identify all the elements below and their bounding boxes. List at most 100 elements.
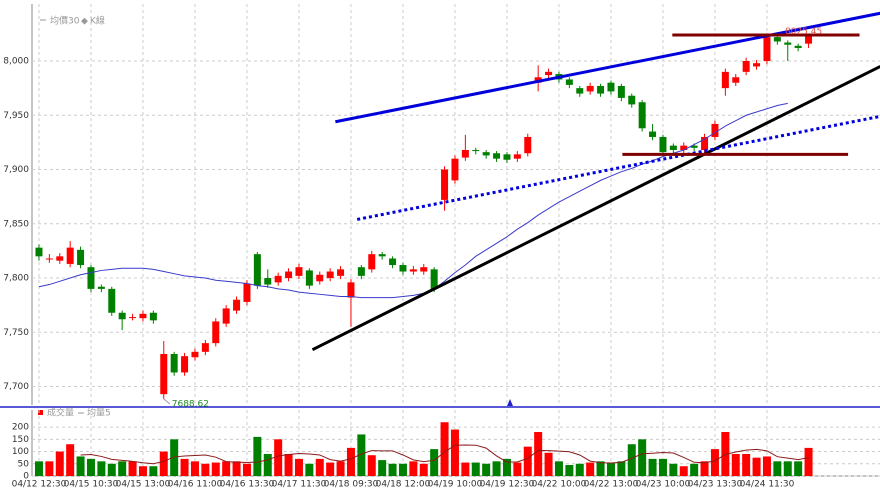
volume-bar [523, 446, 532, 476]
legend-volume: 成交量 [47, 407, 74, 419]
x-tick-label: 04/22 13:00 [584, 480, 639, 490]
volume-bar [554, 461, 563, 476]
candle-body [659, 136, 667, 153]
x-tick-label: 04/18 09:30 [324, 480, 379, 490]
y-tick-label: 0 [23, 472, 29, 482]
y-tick-label: 150 [12, 435, 29, 445]
volume-bar [138, 466, 147, 476]
volume-bar [294, 458, 303, 476]
volume-bar [107, 463, 116, 476]
y-tick-label: 100 [12, 447, 29, 457]
volume-bar [232, 461, 241, 476]
volume-ma-line [80, 444, 809, 465]
volume-bar [97, 461, 106, 476]
volume-bar [617, 461, 626, 476]
volume-bar [336, 461, 345, 476]
volume-bar [752, 457, 761, 476]
volume-bar [409, 461, 418, 476]
x-tick-label: 04/15 13:00 [116, 480, 171, 490]
legend-k-icon: ◆ [81, 17, 88, 27]
volume-bar [419, 463, 428, 476]
y-tick-label: 7,800 [3, 274, 29, 284]
x-tick-label: 04/17 11:30 [272, 480, 327, 490]
candle-body [409, 269, 417, 272]
x-tick-label: 04/12 12:30 [12, 480, 67, 490]
candle-body [451, 158, 459, 181]
candle-body [170, 353, 178, 373]
volume-bar [461, 462, 470, 476]
candle-body [493, 153, 501, 159]
candle-body [347, 282, 355, 298]
candle-body [264, 278, 272, 285]
candle-body [753, 63, 761, 67]
volume-bar [430, 449, 439, 476]
x-tick-label: 04/19 10:00 [428, 480, 483, 490]
ma-line [38, 102, 788, 299]
candle-body [97, 286, 105, 289]
y-tick-label: 7,850 [3, 219, 29, 229]
volume-bar [762, 456, 771, 476]
candle-body [139, 313, 147, 319]
y-tick-label: 7,700 [3, 382, 29, 392]
candle-body [430, 269, 438, 289]
volume-bar [690, 463, 699, 476]
candle-body [742, 61, 750, 72]
volume-bar [596, 461, 605, 476]
candle-body [586, 85, 594, 92]
high-label: 8025.45 [785, 27, 822, 37]
candle-body [773, 37, 781, 42]
candle-body [701, 136, 709, 150]
candle-body [649, 131, 657, 137]
candle-body [181, 356, 189, 373]
candle-body [295, 267, 303, 276]
volume-bar [513, 462, 522, 476]
volume-bar [346, 447, 355, 476]
low-pointer [163, 398, 171, 405]
candle-body [805, 34, 813, 44]
candle-body [378, 254, 386, 257]
candle-body [503, 154, 511, 160]
candle-body [399, 265, 407, 272]
volume-bar [367, 455, 376, 476]
volume-bar [34, 461, 43, 476]
volume-bar [253, 436, 262, 476]
legend-ma: 均價30 [50, 15, 80, 27]
volume-bar [783, 461, 792, 476]
candle-body [607, 82, 615, 92]
candle-body [160, 353, 168, 395]
candle-body [201, 343, 209, 352]
candle-body [690, 145, 698, 148]
volume-bar [66, 444, 75, 476]
trend-line [335, 11, 880, 124]
candle-body [243, 283, 251, 302]
y-tick-label: 7,950 [3, 111, 29, 121]
candle-body [628, 95, 636, 105]
candle-body [357, 267, 365, 276]
candle-body [617, 85, 625, 98]
volume-bar [731, 454, 740, 476]
volume-bar [263, 454, 272, 476]
candle-body [305, 270, 313, 286]
candle-body [784, 42, 792, 45]
trend-line [356, 114, 880, 221]
candle-body [35, 247, 43, 257]
volume-bar [773, 461, 782, 476]
volume-bar [471, 462, 480, 476]
candle-body [66, 247, 74, 264]
candle-body [389, 258, 397, 266]
volume-bar [211, 462, 220, 476]
volume-bar [648, 458, 657, 476]
volume-bar [180, 458, 189, 476]
volume-bar [534, 432, 543, 476]
low-label: 7688.62 [172, 399, 209, 409]
candle-body [513, 154, 521, 159]
candle-body [274, 275, 282, 283]
volume-bar [274, 439, 283, 476]
volume-bar [544, 452, 553, 476]
volume-bar [170, 439, 179, 476]
candle-body [794, 45, 802, 48]
volume-bar [326, 462, 335, 476]
candle-body [482, 152, 490, 156]
volume-bar [190, 461, 199, 476]
